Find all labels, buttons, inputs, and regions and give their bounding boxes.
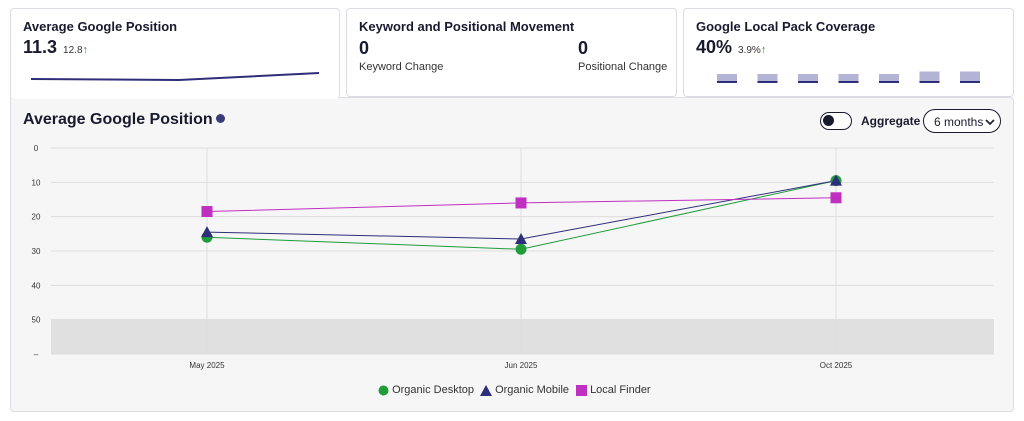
y-tick-label: 30 [32, 247, 41, 256]
y-tick-label: 40 [32, 281, 41, 290]
y-tick-label: 50 [32, 316, 41, 325]
avg-position-sparkline [30, 72, 320, 82]
pack-bar [879, 74, 899, 83]
keyword-change-value: 0 [359, 38, 370, 58]
aggregate-label: Aggregate [861, 114, 921, 128]
avg-position-card-title: Average Google Position [23, 19, 178, 34]
local-pack-value-row: 40% 3.9%↑ [696, 37, 766, 58]
data-point[interactable] [515, 232, 527, 244]
data-point[interactable] [515, 197, 527, 209]
data-point[interactable] [515, 243, 527, 255]
local-pack-bar-sparkline [717, 71, 980, 83]
avg-position-card[interactable]: Average Google Position 11.3 12.8↑ [10, 8, 340, 99]
local-pack-delta: 3.9% [738, 45, 761, 56]
arrow-up-icon: ↑ [82, 44, 89, 56]
avg-position-delta: 12.8 [63, 45, 83, 56]
square-marker-icon [576, 384, 587, 396]
positional-change-value: 0 [578, 38, 589, 58]
legend-label: Local Finder [590, 384, 651, 396]
y-tick-label: – [34, 350, 39, 359]
local-pack-card[interactable]: Google Local Pack Coverage 40% 3.9%↑ [683, 8, 1014, 97]
legend-organic-mobile[interactable]: Organic Mobile [480, 384, 569, 396]
pack-bar [838, 74, 859, 83]
panel-title: Average Google Position [23, 111, 225, 129]
local-pack-value: 40% [696, 37, 733, 57]
pack-bar [960, 71, 980, 83]
y-tick-label: 20 [32, 213, 41, 222]
movement-card[interactable]: Keyword and Positional Movement 0 Keywor… [346, 8, 677, 97]
range-select[interactable]: 6 months [923, 109, 1001, 133]
info-icon[interactable] [215, 114, 225, 124]
local-pack-card-title: Google Local Pack Coverage [696, 19, 876, 34]
arrow-up-icon: ↑ [760, 44, 767, 56]
range-select-value: 6 months [934, 115, 984, 129]
chevron-down-icon [985, 119, 995, 126]
pack-bar [919, 71, 940, 83]
shaded-region [51, 319, 994, 354]
x-tick-label: Oct 2025 [820, 361, 853, 370]
position-chart: 0 10 20 30 40 50 – May 2025 Jun 2025 Oct 2025 [32, 144, 994, 370]
x-tick-label: Jun 2025 [505, 361, 538, 370]
movement-card-title: Keyword and Positional Movement [359, 19, 575, 34]
aggregate-toggle[interactable] [820, 112, 852, 130]
legend-organic-desktop[interactable]: Organic Desktop [378, 384, 474, 396]
triangle-marker-icon [480, 384, 492, 396]
pack-bar [798, 74, 818, 83]
legend-local-finder[interactable]: Local Finder [576, 384, 651, 396]
avg-position-value: 11.3 [23, 37, 58, 57]
y-tick-label: 0 [34, 144, 39, 153]
keyword-change-label: Keyword Change [359, 61, 444, 73]
avg-position-value-row: 11.3 12.8↑ [23, 37, 88, 58]
legend-label: Organic Mobile [495, 384, 570, 396]
legend-label: Organic Desktop [392, 384, 474, 396]
chart-panel: Average Google Position Aggregate 6 mont… [10, 97, 1014, 412]
data-point[interactable] [830, 192, 842, 204]
pack-bar [717, 74, 737, 83]
data-point[interactable] [201, 206, 213, 218]
x-tick-label: May 2025 [189, 361, 225, 370]
circle-marker-icon [378, 385, 389, 396]
pack-bar [757, 74, 778, 83]
toggle-knob [823, 115, 834, 126]
data-point[interactable] [830, 174, 842, 186]
y-tick-label: 10 [32, 178, 41, 187]
panel-title-text: Average Google Position [23, 111, 213, 128]
positional-change-label: Positional Change [578, 61, 668, 73]
data-point[interactable] [201, 226, 213, 238]
